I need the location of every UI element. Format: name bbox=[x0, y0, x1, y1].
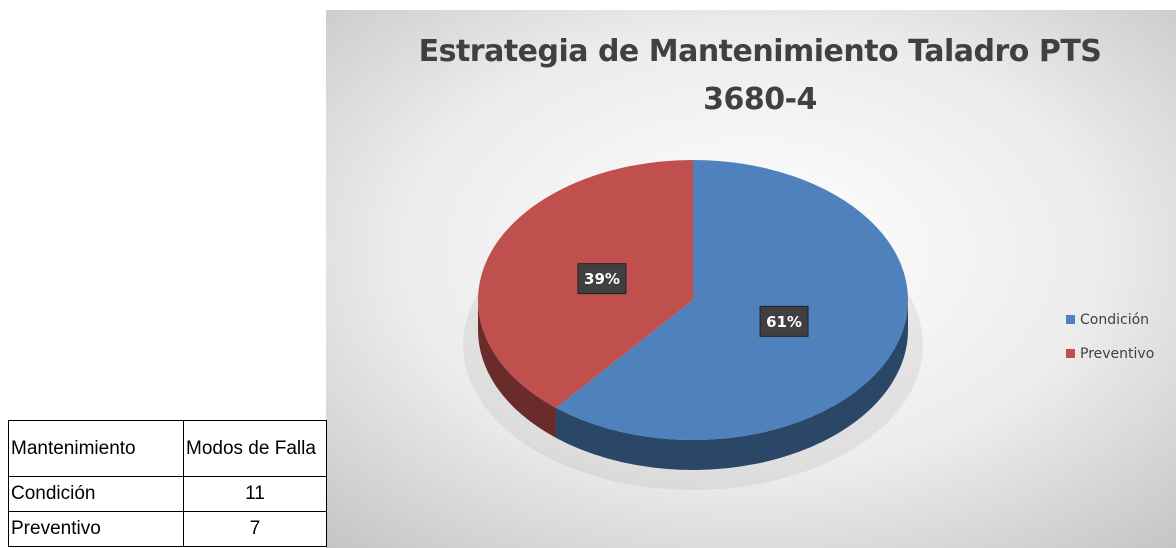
table-cell: 11 bbox=[183, 476, 327, 512]
legend-swatch bbox=[1066, 315, 1075, 324]
data-label-box bbox=[759, 305, 809, 337]
slice bbox=[555, 160, 909, 440]
data-table: Mantenimiento Modos de Falla Condición 1… bbox=[8, 420, 327, 547]
table-cell: 7 bbox=[183, 511, 327, 547]
legend-label: Preventivo bbox=[1080, 346, 1154, 362]
data-label: 61% bbox=[766, 313, 802, 331]
data-label: 39% bbox=[584, 270, 620, 288]
table-cell: Condición bbox=[8, 476, 184, 512]
data-label-box bbox=[577, 263, 627, 295]
legend-swatch bbox=[1066, 349, 1075, 358]
table-cell: Preventivo bbox=[8, 511, 184, 547]
slice-side bbox=[478, 300, 556, 438]
slice-side bbox=[555, 300, 908, 470]
legend-label: Condición bbox=[1080, 312, 1149, 328]
chart-title: Estrategia de Mantenimiento Taladro PTS … bbox=[418, 34, 1102, 117]
table-header: Modos de Falla bbox=[183, 420, 327, 477]
table-header: Mantenimiento bbox=[8, 420, 184, 477]
